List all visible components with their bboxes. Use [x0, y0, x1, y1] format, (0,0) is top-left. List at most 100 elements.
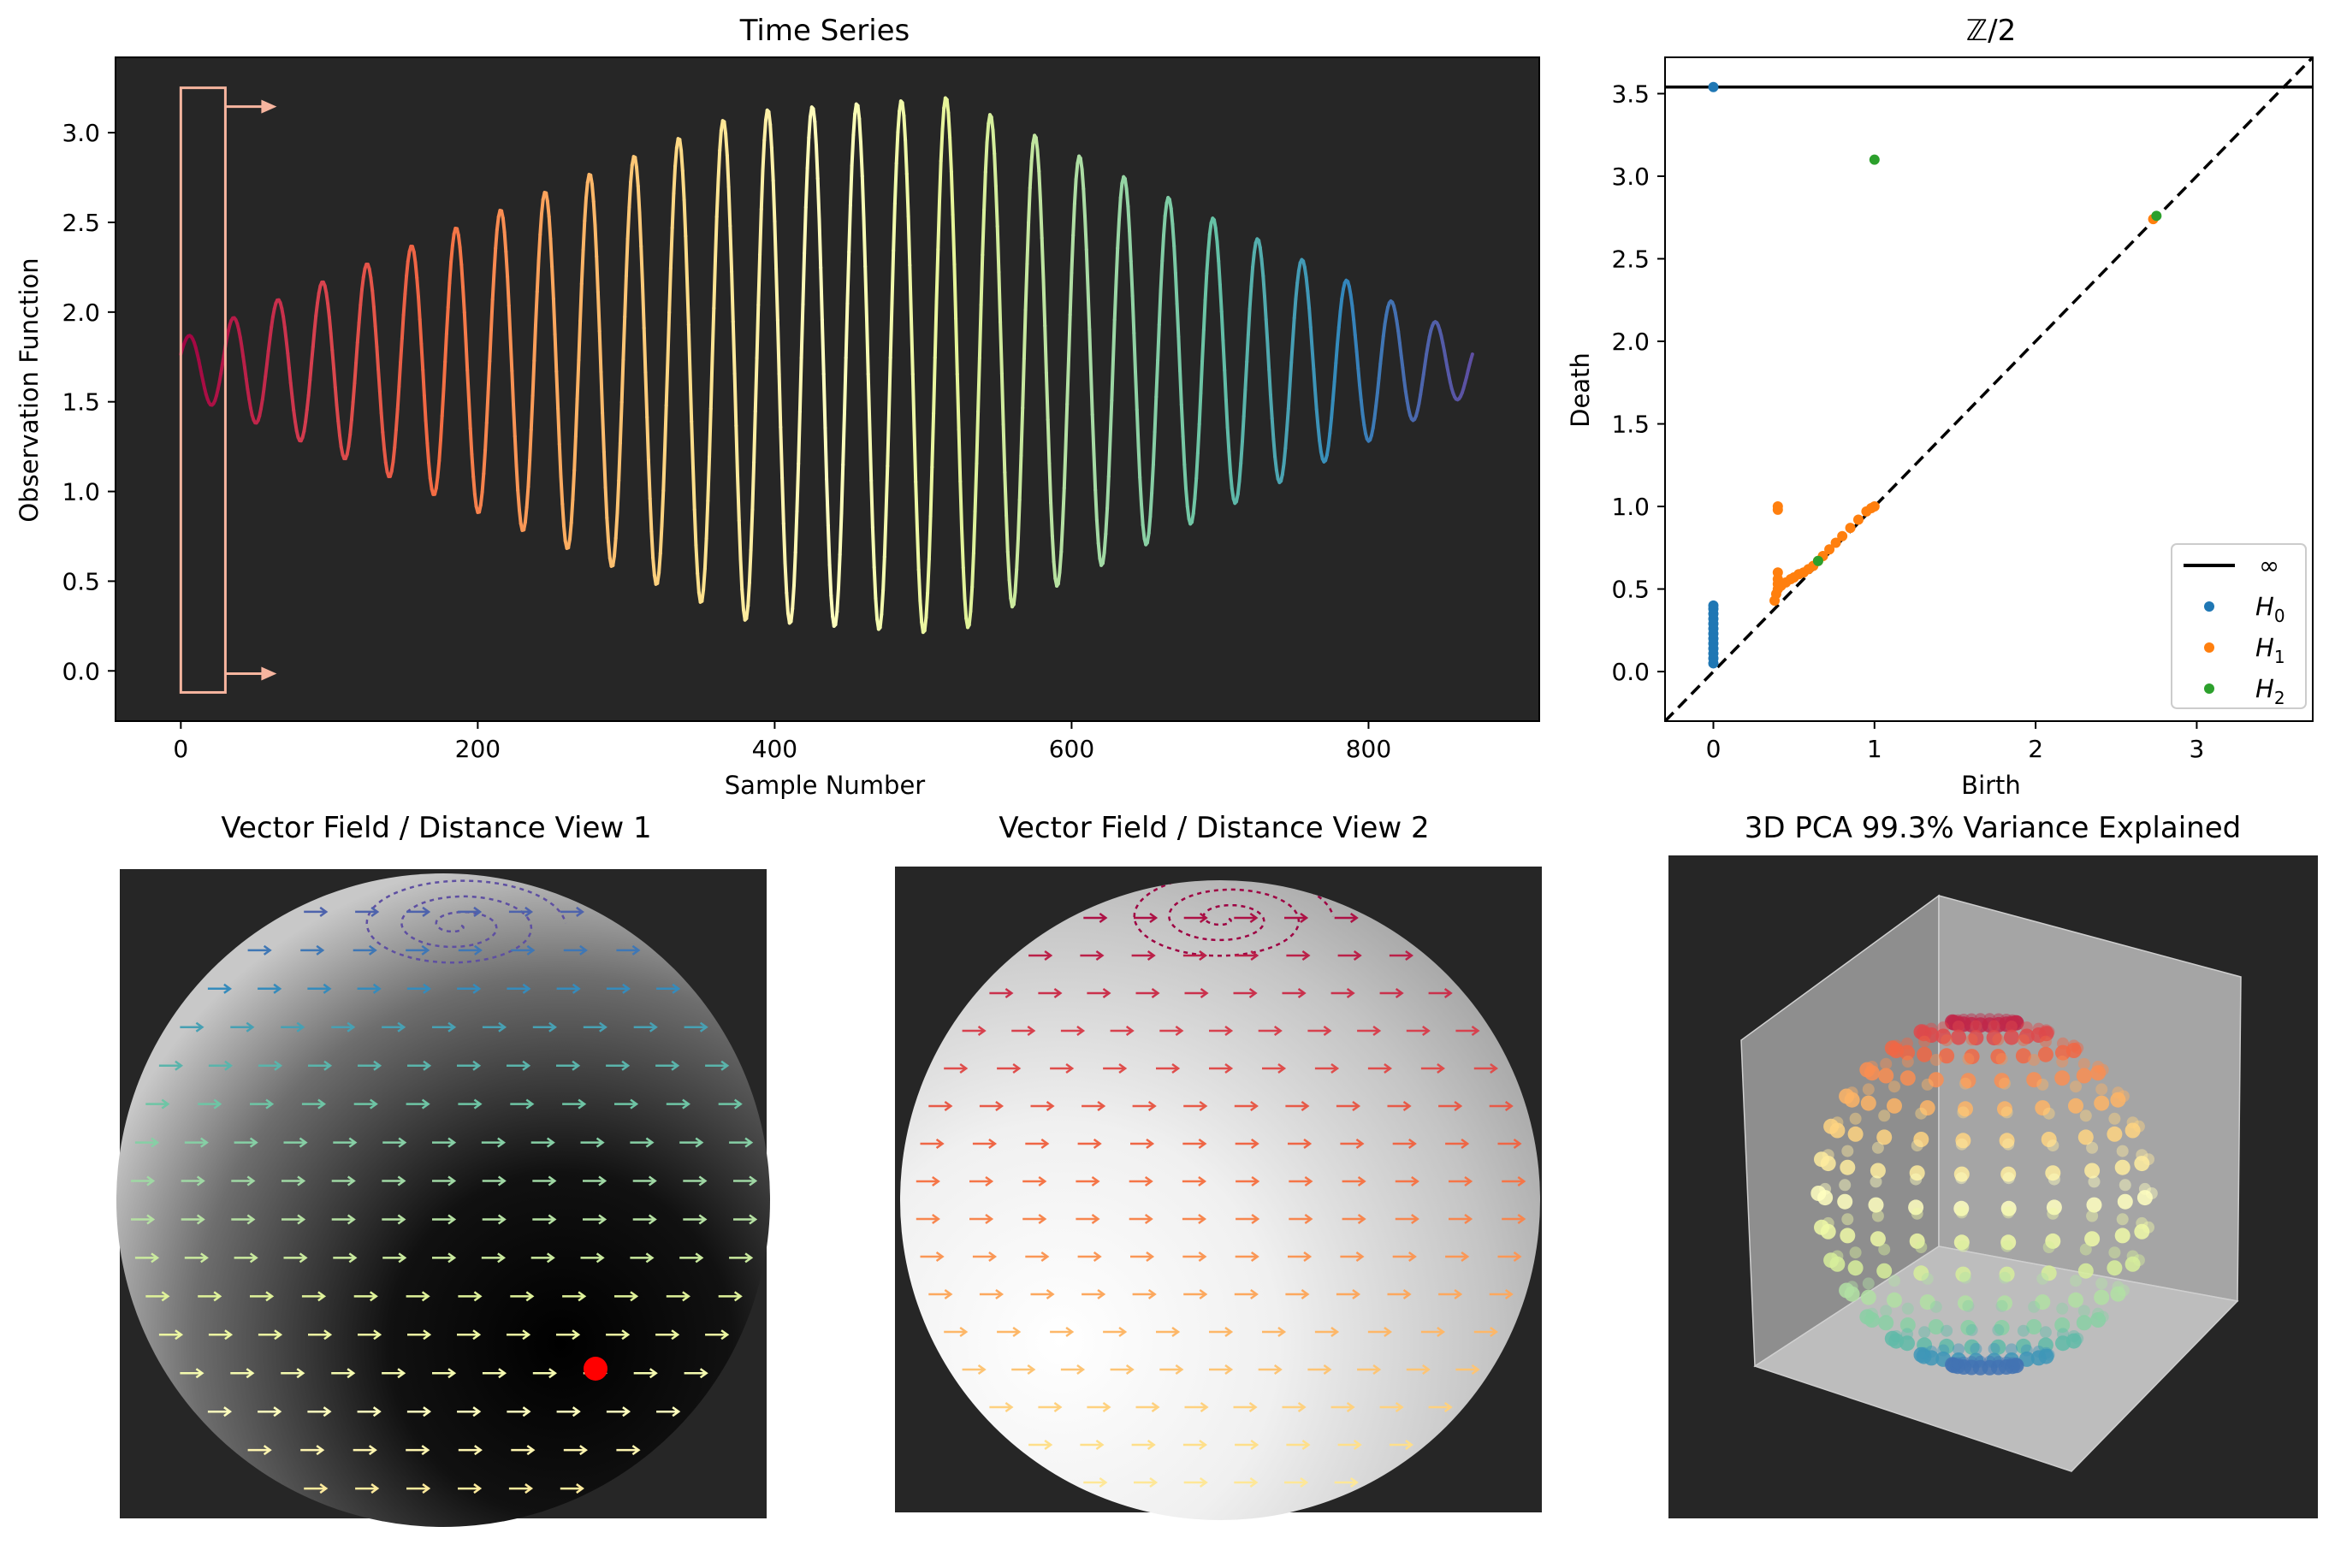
field-arrow-head — [1517, 1175, 1526, 1187]
time-series-line-segment — [371, 305, 377, 328]
time-series-line-segment — [916, 567, 922, 603]
time-series-line-segment — [330, 348, 336, 370]
pca-point — [2126, 1250, 2139, 1263]
field-arrow-head — [1249, 1476, 1259, 1488]
pca-point — [2070, 1080, 2082, 1093]
time-series-line-segment — [1242, 388, 1247, 418]
field-arrow-head — [944, 1100, 953, 1112]
field-arrow-head — [733, 1291, 743, 1302]
field-arrow-head — [648, 1175, 657, 1186]
pca-point — [1880, 1305, 1893, 1317]
pca-point — [2112, 1281, 2125, 1293]
view1-marked-point — [584, 1357, 607, 1381]
time-series-line-segment — [1005, 550, 1011, 582]
time-series-line-segment — [926, 557, 931, 595]
time-series-line-segment — [1308, 325, 1314, 350]
time-series-line-segment — [750, 460, 756, 512]
time-series-line-segment — [1130, 293, 1136, 335]
field-arrow-head — [1304, 1213, 1313, 1225]
pca-point — [2117, 1193, 2133, 1210]
time-series-line-segment — [518, 508, 523, 526]
time-series-line-segment — [613, 511, 619, 541]
pca-point — [2039, 1326, 2052, 1339]
time-series-ytick-label: 0.0 — [62, 657, 100, 685]
time-series-line-segment — [815, 143, 820, 180]
time-series-line-segment — [813, 120, 818, 147]
field-arrow-head — [151, 1137, 160, 1148]
time-series-line-segment — [785, 591, 790, 615]
time-series-line-segment — [1013, 567, 1019, 594]
field-arrow-head — [195, 1021, 204, 1033]
pca-point — [1841, 1145, 1854, 1157]
field-arrow-head — [1046, 1100, 1055, 1112]
pca-point — [1919, 1294, 1935, 1311]
time-series-line-segment — [1080, 167, 1086, 191]
time-series-line-segment — [982, 170, 987, 212]
time-series-line-segment — [1310, 346, 1316, 371]
pca-point — [1988, 1020, 2000, 1033]
persistence-point-h2 — [1812, 555, 1823, 566]
time-series-line-segment — [286, 352, 291, 370]
time-series-line-segment — [799, 302, 805, 360]
pca-point — [1928, 1319, 1944, 1334]
time-series-line-segment — [691, 465, 696, 512]
field-arrow-head — [473, 1291, 483, 1302]
time-series-line-segment — [623, 274, 628, 319]
time-series-line-segment — [1230, 486, 1236, 500]
time-series-line-segment — [706, 455, 712, 503]
time-series-line-segment — [419, 342, 425, 372]
pca-point — [2077, 1263, 2094, 1279]
time-series-line-segment — [551, 297, 557, 336]
time-series-xtick-label: 200 — [455, 735, 501, 763]
pca-point — [2057, 1328, 2069, 1340]
time-series-line-segment — [1229, 470, 1234, 490]
field-arrow-head — [1099, 912, 1108, 924]
time-series-line-segment — [1359, 398, 1365, 416]
time-series-line-segment — [850, 133, 856, 168]
time-series-line-segment — [999, 371, 1005, 427]
time-series-line-segment — [712, 258, 717, 311]
time-series-line-segment — [348, 417, 353, 437]
time-series-line-segment — [868, 427, 874, 482]
time-series-line-segment — [1200, 328, 1206, 364]
time-series-line-segment — [1227, 450, 1233, 475]
time-series-line-segment — [1084, 247, 1090, 290]
time-series-line-segment — [728, 224, 734, 274]
time-series-line-segment — [892, 201, 897, 252]
time-series-line-segment — [1241, 414, 1246, 443]
pca-point — [2002, 1206, 2015, 1219]
field-arrow-head — [671, 1329, 680, 1340]
pca-point — [2125, 1256, 2141, 1272]
pca-point — [1952, 1357, 1964, 1370]
time-series-line-segment — [1354, 350, 1360, 370]
time-series-line-segment — [916, 527, 921, 571]
time-series-line-segment — [672, 164, 678, 195]
time-series-line-segment — [434, 475, 440, 490]
pca-point — [2134, 1223, 2150, 1240]
time-series-line-segment — [1330, 399, 1335, 420]
field-arrow-head — [1250, 1100, 1259, 1112]
field-arrow-head — [1144, 1213, 1153, 1225]
pca-point — [2046, 1199, 2062, 1216]
pca-point — [2136, 1149, 2148, 1162]
field-arrow-head — [645, 1137, 655, 1148]
field-arrow-head — [1125, 1025, 1135, 1037]
field-arrow-head — [323, 983, 332, 994]
time-series-line-segment — [927, 514, 933, 561]
time-series-line-segment — [993, 184, 999, 228]
field-arrow-head — [598, 1214, 607, 1225]
field-arrow-head — [672, 983, 681, 994]
time-series-line-segment — [316, 291, 321, 305]
time-series-line-segment — [351, 381, 357, 405]
pca-point — [2110, 1092, 2126, 1108]
time-series-line-segment — [952, 263, 958, 321]
time-series-line-segment — [1316, 424, 1322, 443]
time-series-line-segment — [1040, 236, 1046, 282]
field-arrow-head — [497, 1137, 506, 1148]
pca-point — [2094, 1095, 2110, 1111]
time-series-ytick-label: 2.0 — [62, 299, 100, 327]
time-series-line-segment — [1185, 505, 1191, 521]
time-series-line-segment — [548, 237, 554, 269]
time-series-line-segment — [1102, 532, 1108, 555]
time-series-ylabel: Observation Function — [15, 257, 44, 522]
